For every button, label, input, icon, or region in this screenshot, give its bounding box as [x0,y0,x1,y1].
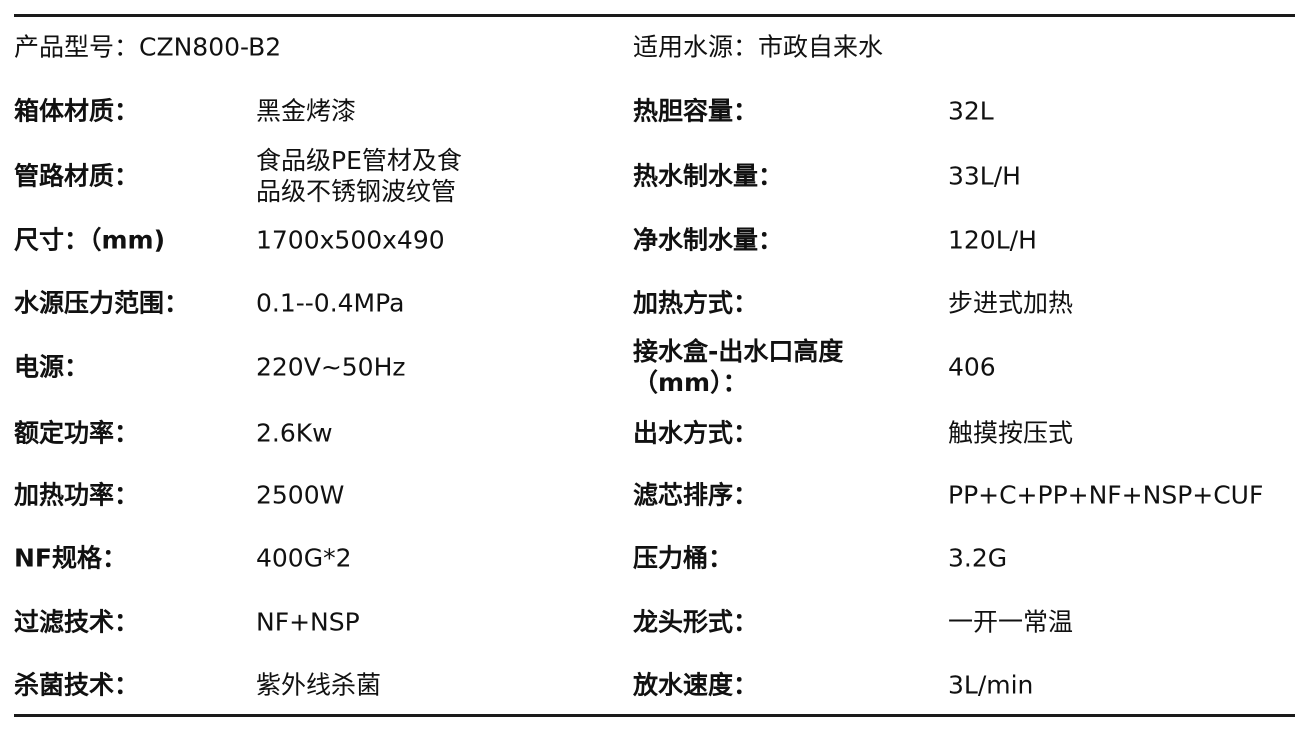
spec-label: 接水盒-出水口高度 （mm）： [633,337,844,397]
spec-value: 1700x500x490 [256,225,445,255]
spec-label: 水源压力范围： [14,288,190,318]
spec-label: 滤芯排序： [633,480,759,510]
spec-label: 额定功率： [14,418,140,448]
spec-value: 406 [948,352,996,382]
spec-value: 400G*2 [256,543,352,573]
spec-value: 2.6Kw [256,418,333,448]
spec-label: 龙头形式： [633,607,759,637]
spec-value: PP+C+PP+NF+NSP+CUF [948,480,1264,510]
water-source: 适用水源：市政自来水 [633,32,884,62]
spec-label: 尺寸：（mm) [14,225,166,255]
spec-label: 净水制水量： [633,225,784,255]
spec-value: 3.2G [948,543,1008,573]
spec-label: NF规格： [14,543,128,573]
product-model: 产品型号：CZN800-B2 [14,32,282,62]
bottom-rule [14,714,1295,717]
spec-value: 紫外线杀菌 [256,670,382,700]
spec-label: 杀菌技术： [14,670,140,700]
spec-value: 食品级PE管材及食 品级不锈钢波纹管 [256,146,462,206]
spec-label: 热胆容量： [633,96,759,126]
spec-label: 管路材质： [14,161,140,191]
spec-value: 120L/H [948,225,1037,255]
spec-value: 33L/H [948,161,1021,191]
spec-label: 箱体材质： [14,96,140,126]
spec-value: 0.1--0.4MPa [256,288,405,318]
spec-value: 220V~50Hz [256,352,406,382]
spec-value: 触摸按压式 [948,418,1074,448]
spec-value: 一开一常温 [948,607,1074,637]
spec-label: 放水速度： [633,670,759,700]
spec-label: 电源： [14,352,90,382]
spec-label: 出水方式： [633,418,759,448]
spec-value: 3L/min [948,670,1034,700]
spec-label: 过滤技术： [14,607,140,637]
spec-value: 32L [948,96,994,126]
spec-value: 2500W [256,480,345,510]
spec-value: 步进式加热 [948,288,1074,318]
spec-label: 压力桶： [633,543,734,573]
spec-value: 黑金烤漆 [256,96,357,126]
spec-label: 热水制水量： [633,161,784,191]
top-rule [14,14,1295,17]
spec-value: NF+NSP [256,607,360,637]
spec-label: 加热功率： [14,480,140,510]
spec-label: 加热方式： [633,288,759,318]
